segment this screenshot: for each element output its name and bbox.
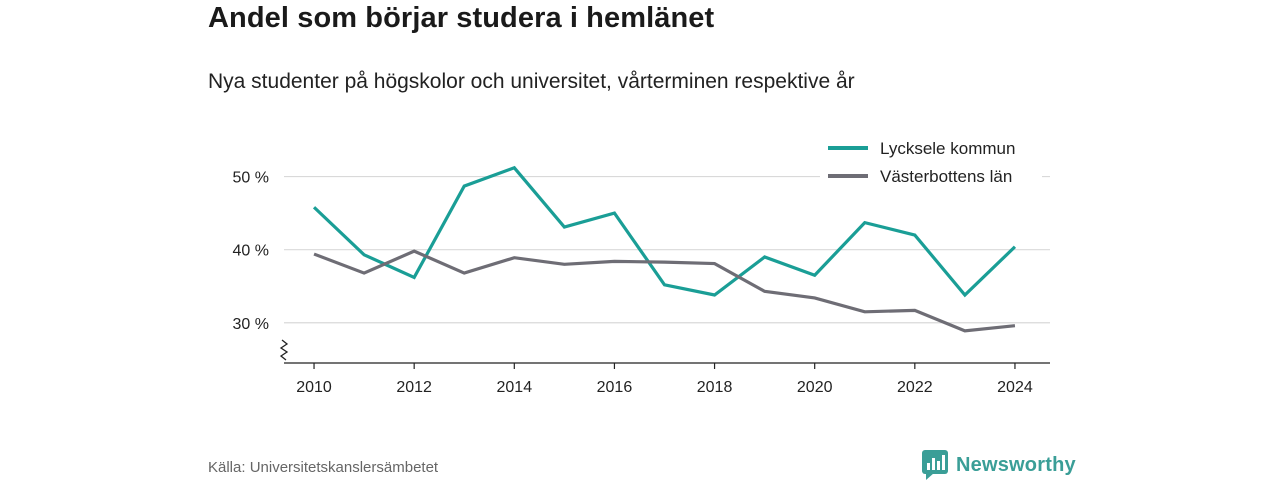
y-axis-ticks: 30 % 40 % 50 % [233,170,289,361]
chart-title: Andel som börjar studera i hemlänet [208,2,715,34]
x-tick-label: 2012 [396,379,432,396]
axis-break-mark [279,339,289,361]
source-note: Källa: Universitetskanslersämbetet [208,459,439,476]
x-tick-label: 2010 [296,379,332,396]
legend-entry-label: Västerbottens län [880,167,1012,186]
legend-background [820,134,1042,188]
y-tick-label: 30 % [233,316,269,333]
series-line-0 [312,165,1017,298]
x-tick-label: 2020 [797,379,833,396]
x-tick-label: 2018 [697,379,733,396]
brand-name: Newsworthy [956,453,1076,476]
x-tick-label: 2014 [497,379,533,396]
x-tick-label: 2016 [597,379,633,396]
x-tick-label: 2022 [897,379,933,396]
chart-subtitle: Nya studenter på högskolor och universit… [208,70,855,93]
bar-chart-speech-bubble-icon [922,450,948,480]
gridlines [284,175,1050,324]
y-tick-label: 40 % [233,243,269,260]
legend-entry-label: Lycksele kommun [880,139,1015,158]
series-line-1 [313,249,1016,333]
brand-logo: Newsworthy [922,450,1076,480]
y-tick-label: 50 % [233,170,269,187]
x-axis: 2010 2012 2014 2016 2018 2020 2022 2024 [284,362,1050,396]
legend: Lycksele kommun Västerbottens län [820,134,1042,188]
x-tick-label: 2024 [997,379,1033,396]
series-lines [312,165,1017,333]
